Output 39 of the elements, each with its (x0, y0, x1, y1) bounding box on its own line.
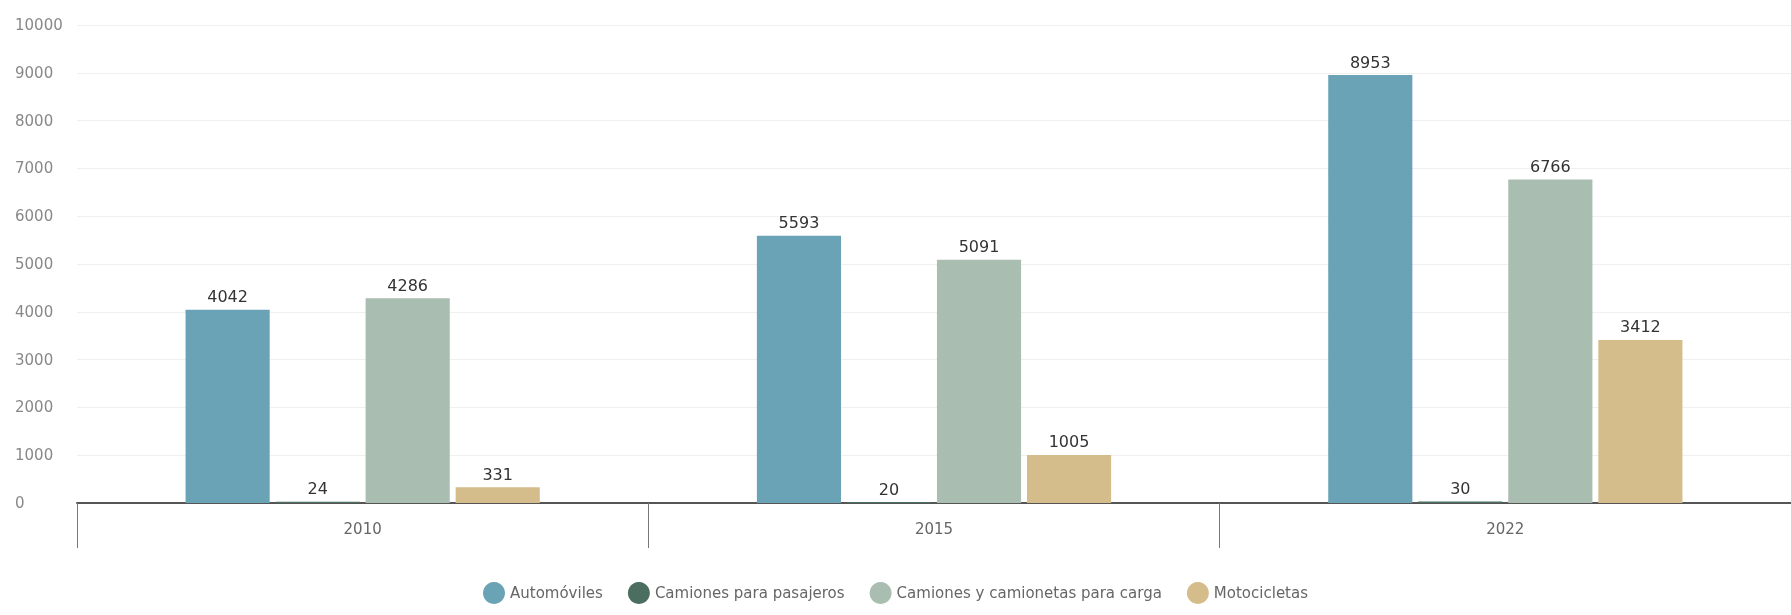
bar (455, 487, 540, 503)
y-tick-label: 7000 (15, 159, 54, 178)
bar (365, 298, 450, 503)
legend-label: Motocicletas (1213, 584, 1309, 602)
y-tick-label: 0 (15, 494, 25, 512)
y-tick-label: 1000 (15, 446, 54, 465)
data-label: 3412 (1620, 317, 1661, 337)
bar (936, 259, 1022, 503)
y-tick-label: 5000 (15, 255, 54, 273)
bar (1508, 179, 1593, 503)
y-tick-label: 8000 (15, 111, 54, 130)
y-tick-label: 4000 (15, 302, 54, 321)
data-label: 5593 (778, 213, 820, 233)
y-tick-label: 3000 (15, 350, 54, 369)
data-label: 4042 (207, 287, 248, 307)
y-tick-label: 2000 (15, 398, 54, 417)
bar (1026, 454, 1112, 503)
y-tick-label: 9000 (15, 63, 54, 82)
y-tick-label: 6000 (15, 207, 54, 226)
bar (756, 235, 842, 503)
data-label: 6766 (1529, 157, 1571, 177)
legend-label: Camiones y camionetas para carga (896, 584, 1162, 602)
bar (1328, 75, 1413, 503)
data-label: 5091 (958, 237, 1000, 257)
data-label: 1005 (1048, 432, 1090, 452)
data-label: 30 (1450, 479, 1471, 499)
x-tick-label: 2015 (914, 519, 954, 538)
bar (185, 309, 270, 503)
data-label: 4286 (387, 275, 429, 295)
legend-label: Automóviles (510, 584, 604, 602)
y-tick-label: 10000 (15, 16, 63, 34)
legend-label: Camiones para pasajeros (654, 584, 845, 602)
bar (1598, 339, 1683, 503)
data-label: 24 (307, 479, 328, 499)
data-label: 331 (482, 464, 513, 484)
data-label: 20 (878, 479, 900, 499)
data-label: 8953 (1349, 52, 1391, 72)
x-tick-label: 2022 (1486, 519, 1525, 538)
x-tick-label: 2010 (343, 519, 382, 538)
